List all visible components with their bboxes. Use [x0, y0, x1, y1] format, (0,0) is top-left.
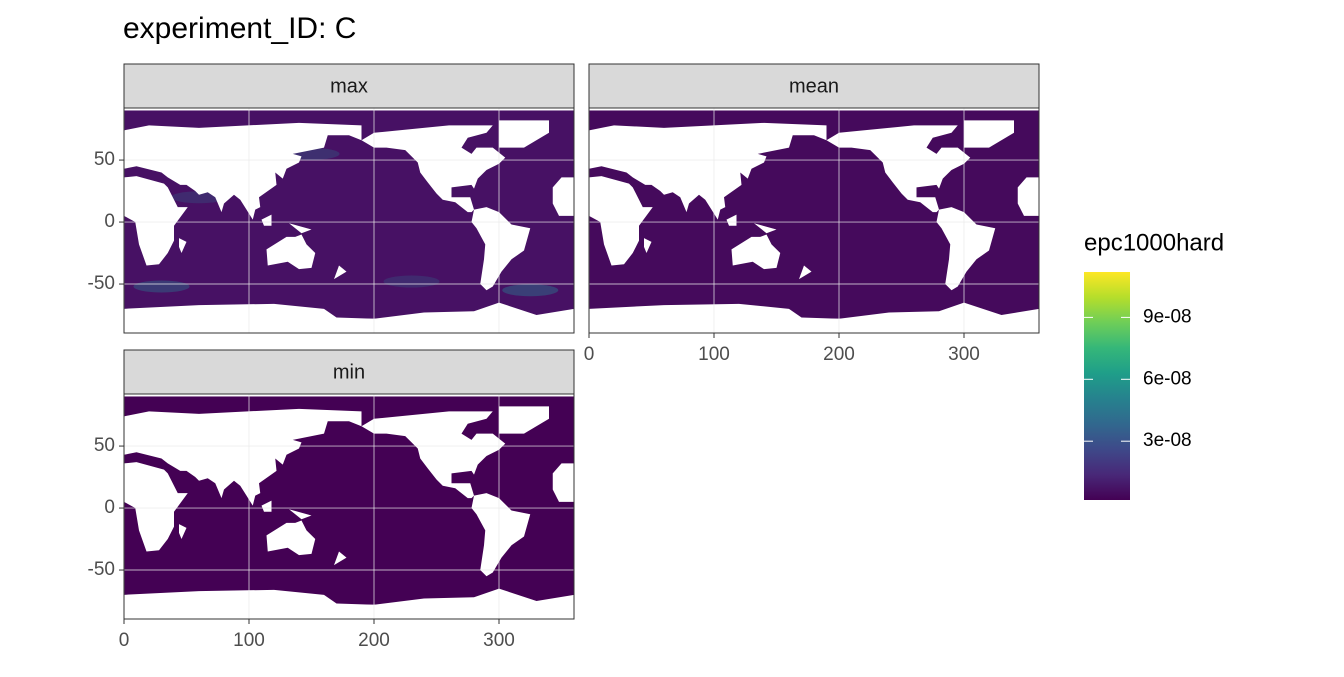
facet-strip	[123, 349, 575, 395]
colorbar	[1084, 272, 1130, 500]
facet-label: max	[330, 75, 368, 97]
panel-border	[588, 107, 1040, 334]
facet-strip	[123, 63, 575, 109]
panel-border	[123, 393, 575, 620]
y-tick-label: 50	[94, 435, 115, 456]
y-tick-label: -50	[88, 273, 115, 294]
panel	[124, 394, 574, 619]
hotspot	[383, 275, 440, 288]
y-tick-label: 50	[94, 149, 115, 170]
facet-label: min	[333, 361, 365, 383]
y-tick-label: 0	[104, 211, 115, 232]
y-tick-label: 0	[104, 497, 115, 518]
legend-title: epc1000hard	[1084, 229, 1224, 256]
hotspot	[502, 284, 559, 297]
legend-label: 3e-08	[1143, 430, 1192, 451]
chart-title: experiment_ID: C	[123, 12, 356, 45]
panel	[589, 108, 1039, 333]
facet-strip	[588, 63, 1040, 109]
x-tick-label: 0	[119, 630, 130, 651]
x-tick-label: 300	[483, 630, 515, 651]
x-tick-label: 200	[823, 344, 855, 365]
hotspot	[133, 280, 190, 293]
legend-label: 9e-08	[1143, 306, 1192, 327]
panel	[124, 108, 574, 333]
facet-label: mean	[789, 75, 839, 97]
x-tick-label: 100	[698, 344, 730, 365]
panel-border	[123, 107, 575, 334]
legend-label: 6e-08	[1143, 368, 1192, 389]
x-tick-label: 300	[948, 344, 980, 365]
x-tick-label: 200	[358, 630, 390, 651]
x-tick-label: 0	[584, 344, 595, 365]
y-tick-label: -50	[88, 559, 115, 580]
x-tick-label: 100	[233, 630, 265, 651]
